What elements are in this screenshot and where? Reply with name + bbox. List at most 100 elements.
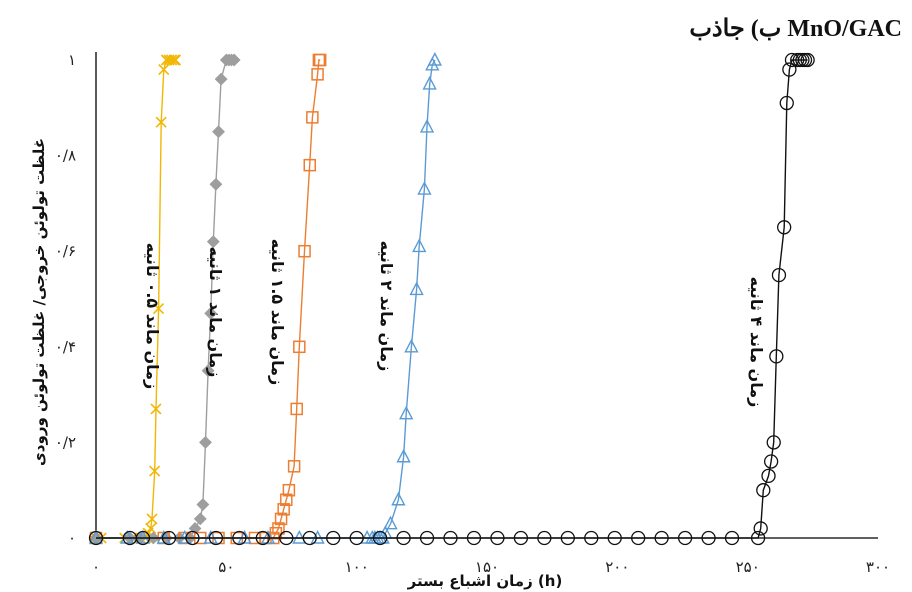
- data-point: [150, 403, 162, 415]
- data-point: [201, 364, 215, 378]
- data-point: [135, 530, 151, 546]
- data-point: [212, 125, 225, 139]
- data-point: [769, 349, 784, 364]
- y-tick-label: ۰/۸: [55, 147, 76, 165]
- series-label: زمان ماند ۴ ثانیه: [747, 277, 766, 408]
- data-point: [763, 454, 779, 469]
- data-point: [584, 530, 599, 546]
- data-point: [766, 435, 781, 450]
- data-point: [160, 54, 172, 66]
- data-point: [396, 448, 411, 463]
- data-point: [311, 68, 324, 81]
- data-point: [88, 529, 104, 544]
- data-point: [149, 465, 161, 477]
- data-point: [417, 181, 432, 195]
- data-point: [203, 529, 218, 544]
- data-point: [196, 498, 210, 511]
- data-point: [303, 158, 316, 172]
- data-point: [302, 530, 317, 546]
- series-line: [96, 59, 176, 539]
- x-tick-label: ۵۰: [218, 558, 234, 576]
- data-point: [290, 402, 303, 416]
- y-tick-label: ۰/۴: [55, 338, 76, 356]
- data-point: [560, 530, 575, 546]
- data-point: [156, 529, 171, 544]
- data-point: [88, 530, 104, 546]
- data-point: [607, 530, 622, 546]
- data-point: [771, 267, 787, 283]
- series-label: زمان ماند ۲ ثانیه: [377, 241, 396, 372]
- data-point: [419, 118, 435, 133]
- series-labels: زمان ماند ۰.۵ ثانیه زمان ماند ۱ ثانیه زمان…: [143, 239, 766, 408]
- data-point: [443, 530, 458, 546]
- data-point: [272, 522, 285, 535]
- data-point: [169, 54, 182, 66]
- data-point: [779, 95, 794, 111]
- data-point: [287, 460, 301, 473]
- y-tick-label: ۰/۶: [55, 242, 76, 260]
- data-point: [120, 529, 135, 544]
- series-4s: [88, 52, 815, 546]
- data-point: [724, 530, 740, 546]
- data-point: [399, 405, 414, 420]
- data-point: [383, 515, 398, 530]
- data-point: [280, 493, 293, 507]
- series-0-5s: [90, 54, 182, 544]
- data-point: [409, 281, 424, 296]
- data-point: [677, 530, 693, 546]
- data-point: [466, 530, 482, 546]
- data-point: [237, 529, 252, 544]
- data-point: [274, 512, 288, 526]
- data-point: [753, 521, 768, 536]
- x-tick-label: ۱۰۰: [345, 558, 369, 576]
- data-point: [293, 340, 306, 354]
- data-point: [277, 503, 290, 516]
- data-point: [298, 244, 311, 258]
- data-point: [292, 529, 307, 544]
- data-point: [422, 75, 437, 90]
- data-point: [631, 530, 646, 546]
- data-point: [800, 52, 815, 68]
- y-tick-label: ۰: [68, 529, 76, 547]
- data-point: [185, 530, 200, 546]
- data-point: [537, 530, 552, 546]
- data-point: [227, 53, 241, 67]
- data-point: [232, 530, 247, 546]
- data-point: [146, 513, 158, 525]
- data-point: [404, 338, 419, 353]
- data-point: [199, 435, 212, 449]
- data-point: [214, 72, 228, 86]
- data-point: [750, 530, 766, 546]
- data-point: [326, 530, 341, 546]
- series-label: زمان ماند ۰.۵ ثانیه: [143, 243, 162, 390]
- data-point: [419, 530, 435, 546]
- x-tick-label: ۱۵۰: [475, 558, 499, 576]
- data-point: [166, 54, 178, 66]
- data-point: [427, 51, 443, 66]
- x-tick-label: ۳۰۰: [866, 558, 890, 576]
- data-point: [282, 483, 296, 497]
- data-point: [761, 468, 776, 484]
- data-point: [310, 529, 325, 544]
- x-tick-label: ۲۵۰: [736, 558, 760, 576]
- data-point: [412, 238, 427, 253]
- data-point: [756, 483, 771, 498]
- data-point: [158, 63, 170, 76]
- data-point: [372, 530, 388, 546]
- data-point: [396, 530, 411, 546]
- chart-title: ب) جاذب MnO/GAC: [689, 16, 902, 42]
- data-point: [155, 116, 167, 128]
- y-tick-label: ۰/۲: [55, 433, 76, 451]
- data-point: [260, 529, 276, 544]
- data-point: [161, 530, 177, 546]
- data-point: [279, 530, 294, 546]
- data-point: [193, 512, 207, 526]
- data-point: [777, 220, 792, 235]
- data-point: [313, 53, 327, 67]
- data-point: [152, 302, 165, 315]
- data-point: [654, 530, 669, 546]
- x-tick-label: ۰: [92, 558, 100, 576]
- y-axis-title: غلظت تولوئن خروجی/ غلظت تولوئن ورودی: [30, 138, 48, 466]
- data-point: [206, 235, 220, 249]
